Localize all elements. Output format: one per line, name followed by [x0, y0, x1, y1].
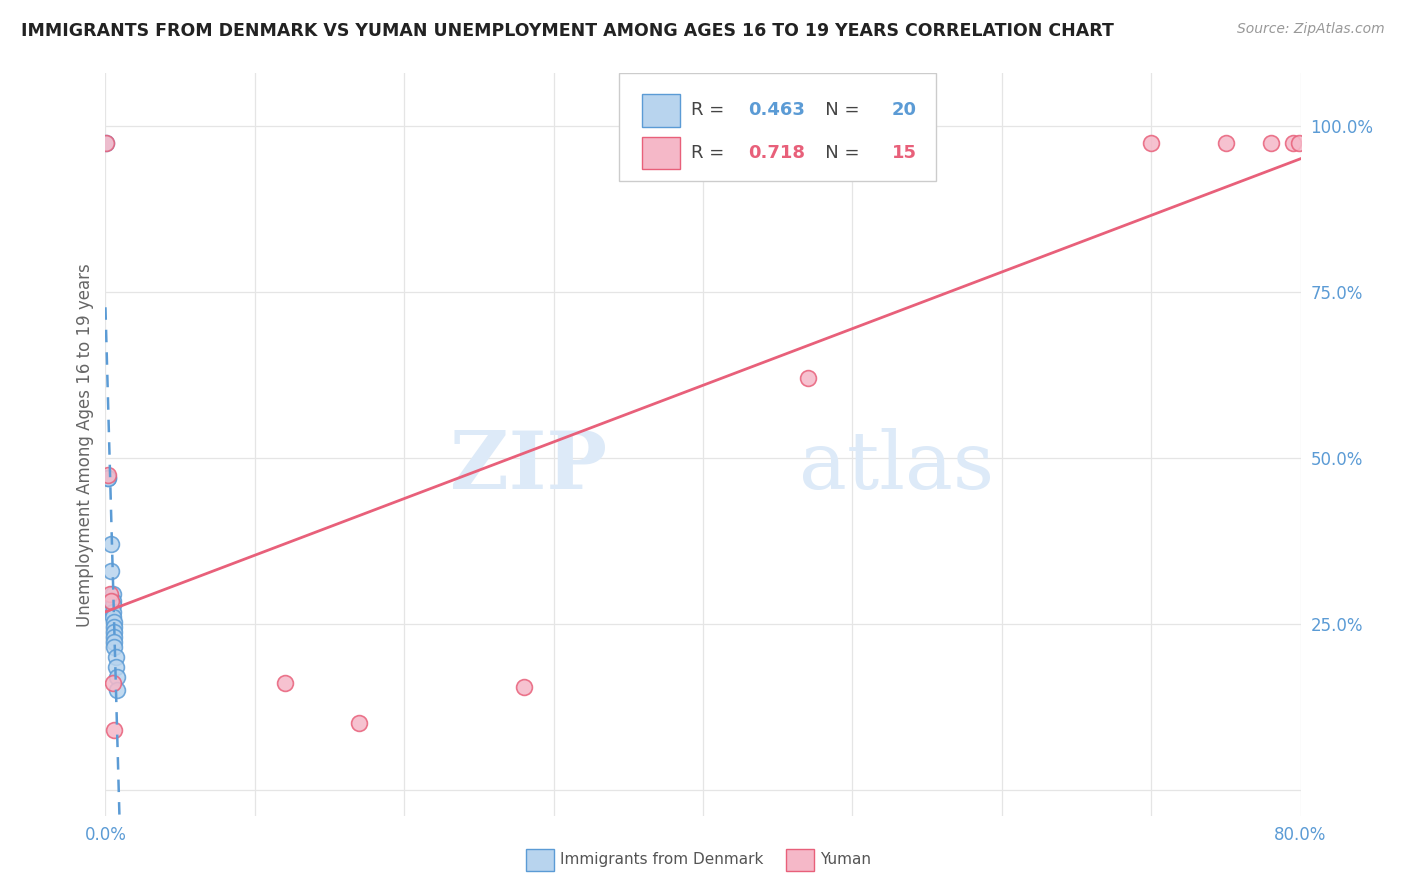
Text: N =: N =: [808, 102, 866, 120]
FancyBboxPatch shape: [643, 136, 681, 169]
Point: [107, 683, 129, 698]
Point: [1140, 136, 1163, 150]
Text: R =: R =: [692, 144, 730, 162]
Point: [103, 615, 125, 630]
Point: [1215, 136, 1237, 150]
Point: [796, 371, 818, 385]
Text: atlas: atlas: [799, 428, 994, 506]
Point: [103, 624, 125, 639]
Y-axis label: Unemployment Among Ages 16 to 19 years: Unemployment Among Ages 16 to 19 years: [76, 263, 94, 626]
Point: [1282, 136, 1305, 150]
Point: [107, 670, 129, 684]
Point: [349, 716, 371, 731]
Point: [100, 537, 122, 551]
Text: 15: 15: [891, 144, 917, 162]
Point: [96, 136, 118, 150]
Point: [101, 605, 124, 619]
Point: [97, 471, 120, 485]
Text: N =: N =: [808, 144, 866, 162]
Text: Source: ZipAtlas.com: Source: ZipAtlas.com: [1237, 22, 1385, 37]
Text: ZIP: ZIP: [450, 428, 607, 506]
Point: [100, 593, 122, 607]
Point: [103, 630, 125, 644]
Point: [273, 676, 295, 690]
Text: Yuman: Yuman: [820, 853, 870, 867]
Point: [104, 649, 127, 664]
Point: [101, 598, 124, 612]
Point: [100, 564, 122, 578]
Point: [97, 467, 120, 482]
Text: IMMIGRANTS FROM DENMARK VS YUMAN UNEMPLOYMENT AMONG AGES 16 TO 19 YEARS CORRELAT: IMMIGRANTS FROM DENMARK VS YUMAN UNEMPLO…: [21, 22, 1114, 40]
Point: [104, 660, 127, 674]
Point: [98, 587, 121, 601]
Point: [101, 610, 124, 624]
Point: [101, 587, 124, 601]
Point: [1260, 136, 1282, 150]
Point: [103, 635, 125, 649]
Point: [513, 680, 536, 694]
FancyBboxPatch shape: [619, 73, 936, 181]
Text: R =: R =: [692, 102, 730, 120]
Point: [96, 136, 118, 150]
Point: [103, 723, 125, 737]
Point: [103, 620, 125, 634]
Point: [103, 640, 125, 654]
Text: Immigrants from Denmark: Immigrants from Denmark: [560, 853, 763, 867]
Text: 0.463: 0.463: [748, 102, 806, 120]
Text: 20: 20: [891, 102, 917, 120]
Point: [1288, 136, 1310, 150]
Point: [101, 593, 124, 607]
Point: [97, 471, 120, 485]
Point: [101, 676, 124, 690]
FancyBboxPatch shape: [643, 94, 681, 127]
Text: 0.718: 0.718: [748, 144, 806, 162]
